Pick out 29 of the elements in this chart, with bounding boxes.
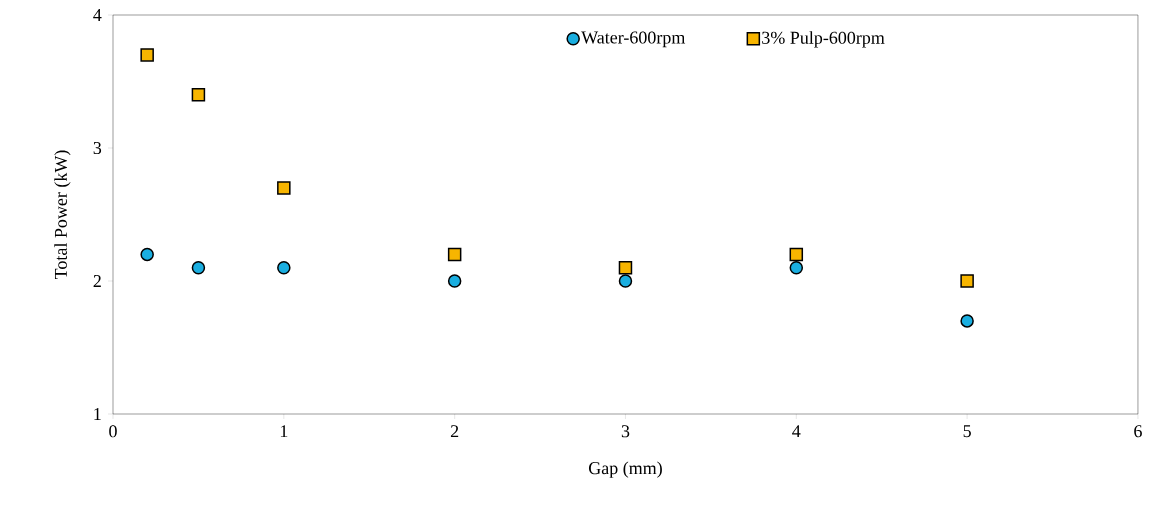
point [140,48,154,62]
point [447,274,462,288]
x-tick-label: 0 [109,425,117,438]
y-axis-title: Total Power (kW) [54,150,71,280]
x-tick-label: 2 [450,425,459,438]
point [789,247,804,262]
x-axis-title: Gap (mm) [588,461,662,478]
point [960,314,974,328]
x-tick-label: 3 [621,425,630,438]
y-tick-label: 3 [93,141,102,155]
point [618,260,633,275]
point [618,274,633,288]
point [447,247,462,262]
y-tick-label: 1 [94,408,101,420]
x-tick-label: 1 [280,425,288,438]
point [140,247,154,262]
y-tick-label: 2 [93,275,101,287]
x-tick-label: 4 [792,425,801,438]
point [789,260,804,275]
point [960,274,974,288]
point [277,260,291,275]
y-tick-label: 4 [93,9,102,21]
point [277,181,291,195]
point [191,260,206,275]
legend-label: Water-600rpm [581,31,686,48]
x-tick-label: 5 [963,425,971,438]
point [191,88,206,102]
legend-label: 3% Pulp-600rpm [762,31,885,48]
x-tick-label: 6 [1134,425,1142,438]
